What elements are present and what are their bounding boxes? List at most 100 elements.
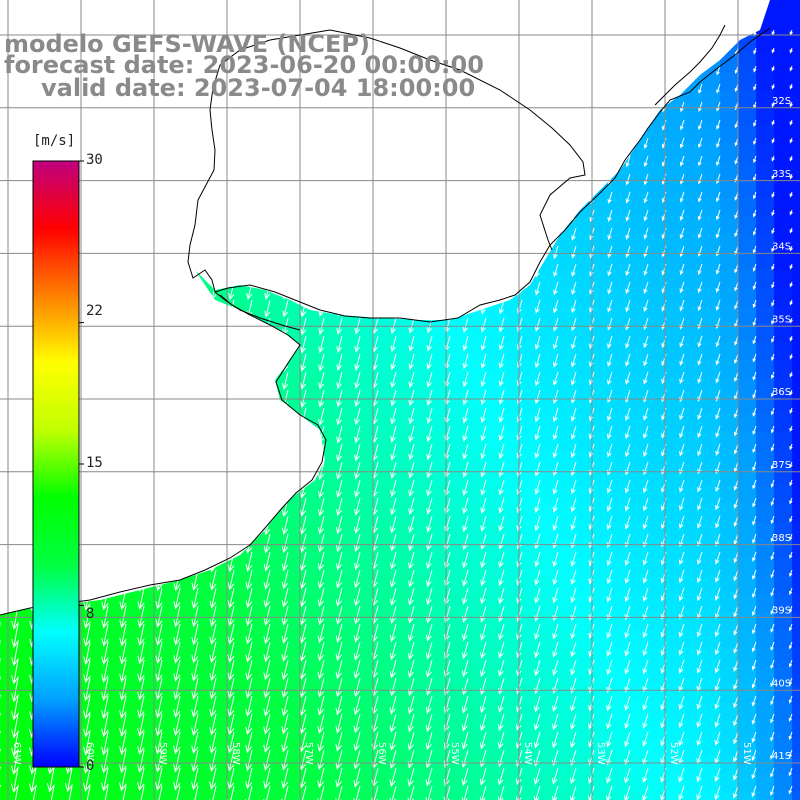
field-cell [432,702,451,721]
field-cell [558,360,577,379]
field-cell [270,684,289,703]
wind-arrow [678,623,685,638]
wind-arrow [173,641,181,664]
field-cell [774,396,793,415]
wind-arrow [788,677,793,686]
field-cell [450,648,469,667]
wind-arrow [533,767,541,785]
field-cell [738,432,757,451]
wind-arrow [770,677,775,688]
wind-arrow [335,515,343,535]
wind-arrow [715,371,721,384]
wind-arrow [698,83,703,94]
wind-arrow [789,227,793,234]
wind-arrow [698,119,703,131]
wind-arrow [317,785,325,800]
wind-arrow [408,353,415,371]
field-cell [774,468,793,487]
field-cell [252,774,271,793]
wind-arrow [698,137,703,149]
field-cell [108,792,127,800]
field-cell [756,702,775,721]
wind-arrow [209,677,217,700]
wind-arrow [263,731,271,753]
field-cell [198,792,217,800]
field-cell [486,594,505,613]
wind-arrow [390,443,397,461]
field-cell [396,378,415,397]
field-cell [378,468,397,487]
field-cell [522,576,541,595]
field-cell [792,324,800,343]
wind-arrow [407,677,415,697]
wind-arrow [552,731,559,749]
field-cell [486,378,505,397]
field-cell [342,702,361,721]
wind-arrow [752,587,757,598]
wind-arrow [390,461,397,480]
wind-arrow [516,659,523,677]
field-cell [558,702,577,721]
wind-arrow [552,389,559,405]
wind-arrow [516,623,523,641]
wind-arrow [389,587,397,606]
wind-arrow [716,83,721,94]
wind-arrow [552,371,559,386]
field-cell [756,324,775,343]
field-cell [720,144,739,163]
wind-arrow [480,353,487,369]
field-cell [540,288,559,307]
wind-arrow [715,497,721,511]
field-cell [468,666,487,685]
field-cell [414,792,433,800]
wind-arrow [281,785,289,800]
field-cell [360,378,379,397]
field-cell [630,144,649,163]
wind-arrow [552,551,559,568]
field-cell [378,594,397,613]
wind-arrow [752,263,757,272]
wind-arrow [11,677,20,703]
field-cell [720,288,739,307]
field-cell [180,666,199,685]
field-cell [414,630,433,649]
wind-arrow [317,533,325,553]
field-cell [558,540,577,559]
field-cell [360,324,379,343]
wind-arrow [751,749,757,762]
wind-arrow [571,245,577,259]
field-cell [738,216,757,235]
wind-arrow [714,641,721,656]
field-cell [324,720,343,739]
wind-arrow [101,659,109,683]
wind-arrow [771,47,775,54]
field-cell [342,558,361,577]
wind-arrow [679,173,685,185]
wind-arrow [624,731,631,748]
wind-arrow [119,659,127,683]
wind-arrow [317,713,325,734]
field-cell [288,720,307,739]
wind-arrow [788,749,793,759]
field-cell [504,594,523,613]
wind-arrow [789,101,793,108]
field-cell [792,432,800,451]
field-cell [738,90,757,109]
wind-arrow [715,353,721,366]
wind-arrow [119,749,127,774]
wind-arrow [390,389,397,407]
field-cell [792,360,800,379]
wind-arrow [498,497,505,514]
wind-arrow [390,371,397,389]
field-cell [720,324,739,343]
wind-arrow [752,443,757,454]
wind-arrow [317,587,325,608]
wind-arrow [643,263,649,276]
wind-arrow [624,659,631,675]
field-cell [324,702,343,721]
wind-arrow [173,677,181,700]
wind-arrow [461,713,469,732]
field-cell [774,756,793,775]
wind-arrow [209,695,217,718]
wind-arrow [354,335,361,353]
